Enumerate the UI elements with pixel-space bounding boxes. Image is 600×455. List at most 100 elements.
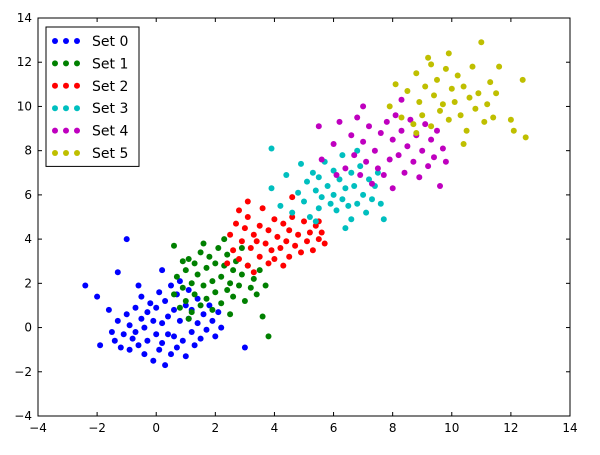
data-point: [428, 136, 435, 143]
data-point: [241, 225, 248, 232]
data-point: [197, 335, 204, 342]
data-point: [120, 331, 127, 338]
data-point: [206, 253, 213, 260]
data-point: [94, 293, 101, 300]
data-point: [318, 156, 325, 163]
data-point: [265, 260, 272, 267]
data-point: [366, 123, 372, 130]
x-tick-label: 2: [212, 421, 220, 435]
data-point: [460, 141, 467, 147]
data-point: [422, 83, 429, 90]
data-point: [209, 317, 216, 324]
data-point: [126, 322, 133, 329]
data-point: [324, 183, 331, 189]
data-point: [357, 163, 364, 170]
data-point: [212, 260, 219, 267]
data-point: [144, 337, 151, 344]
data-point: [200, 311, 207, 318]
data-point: [123, 236, 130, 243]
data-point: [342, 185, 349, 192]
y-tick-label: 0: [24, 321, 32, 335]
legend-item: Set 3: [52, 101, 128, 117]
data-point: [330, 191, 337, 198]
data-point: [354, 147, 361, 154]
data-point: [315, 205, 322, 212]
legend-marker: [52, 150, 58, 156]
data-point: [268, 145, 275, 152]
legend-marker: [63, 60, 69, 67]
points-layer: [82, 39, 529, 369]
data-point: [215, 309, 222, 316]
data-point: [227, 311, 234, 318]
y-tick-label: 2: [24, 276, 32, 290]
legend-marker: [74, 105, 80, 112]
data-point: [179, 258, 186, 265]
axis-ticks: −4 −2 0 2 4 6 8 10 12 14 −4 −2 0 2 4 6 8 10 12 14: [14, 11, 577, 435]
x-tick-label: 10: [444, 421, 459, 435]
data-point: [442, 158, 449, 165]
data-point: [371, 147, 378, 154]
data-point: [111, 337, 118, 344]
data-point: [262, 282, 269, 289]
data-point: [348, 216, 355, 223]
data-point: [327, 200, 334, 207]
legend-marker: [52, 38, 58, 44]
data-point: [333, 172, 340, 178]
data-point: [309, 247, 316, 254]
data-point: [339, 152, 346, 159]
data-point: [404, 88, 411, 94]
data-point: [330, 141, 337, 147]
data-point: [410, 121, 417, 128]
data-point: [369, 180, 375, 187]
data-point: [360, 103, 367, 110]
data-point: [348, 132, 355, 139]
data-point: [377, 200, 384, 207]
data-point: [256, 253, 263, 260]
data-point: [522, 134, 529, 141]
data-point: [194, 271, 201, 278]
legend-label: Set 2: [92, 79, 128, 95]
data-point: [153, 331, 160, 338]
data-point: [507, 116, 514, 123]
legend-marker: [63, 105, 69, 112]
data-point: [434, 76, 440, 83]
data-point: [135, 282, 142, 289]
data-point: [434, 127, 440, 134]
data-point: [156, 346, 163, 353]
data-point: [419, 147, 426, 154]
data-point: [301, 198, 307, 205]
data-point: [221, 236, 228, 243]
data-point: [171, 333, 177, 340]
data-point: [241, 298, 248, 304]
data-point: [171, 306, 177, 313]
data-point: [147, 300, 154, 307]
data-point: [176, 317, 183, 324]
data-point: [312, 218, 319, 225]
data-point: [182, 298, 189, 304]
data-point: [197, 249, 204, 256]
data-point: [475, 90, 482, 97]
data-point: [437, 107, 443, 114]
data-point: [386, 103, 393, 110]
data-point: [469, 63, 476, 70]
data-point: [437, 183, 443, 189]
data-point: [179, 284, 186, 291]
data-point: [318, 194, 325, 201]
legend-marker: [74, 127, 80, 134]
data-point: [256, 222, 263, 229]
data-point: [244, 198, 251, 205]
data-point: [351, 152, 358, 159]
data-point: [451, 99, 458, 105]
data-point: [425, 163, 432, 170]
data-point: [159, 320, 166, 327]
data-point: [360, 191, 367, 198]
data-point: [250, 231, 257, 238]
legend-marker: [74, 82, 80, 89]
data-point: [315, 123, 322, 130]
data-point: [123, 311, 130, 318]
data-point: [105, 306, 112, 313]
data-point: [330, 167, 337, 174]
data-point: [117, 344, 124, 351]
data-point: [277, 245, 284, 251]
y-tick-label: 14: [17, 11, 32, 25]
